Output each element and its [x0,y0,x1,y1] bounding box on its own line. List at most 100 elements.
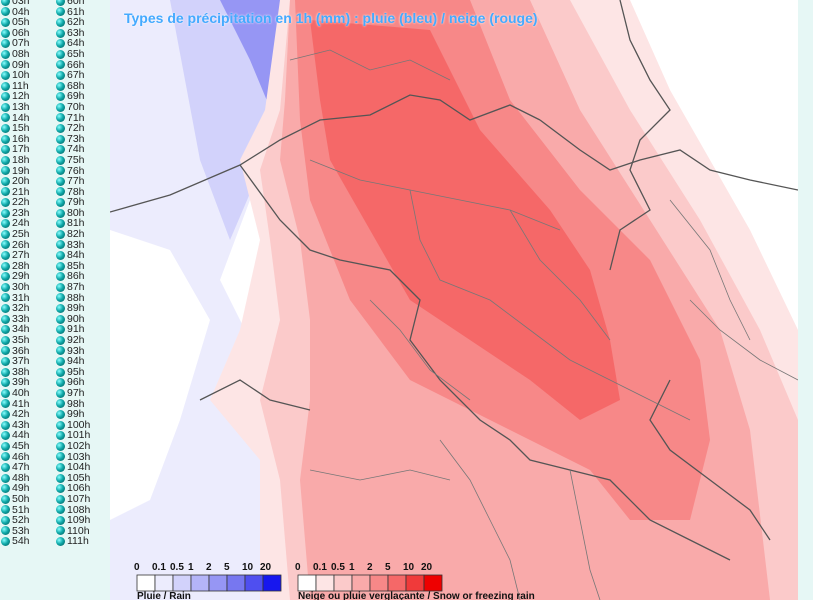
timestep-link[interactable]: 24h [0,218,55,229]
timestep-link[interactable]: 110h [55,526,110,537]
timestep-link[interactable]: 111h [55,536,110,547]
timestep-link[interactable]: 61h [55,6,110,18]
timestep-link[interactable]: 88h [55,293,110,304]
timestep-link[interactable]: 79h [55,197,110,208]
timestep-link[interactable]: 78h [55,187,110,198]
timestep-link[interactable]: 49h [0,483,55,494]
timestep-link[interactable]: 89h [55,303,110,314]
timestep-link[interactable]: 37h [0,356,55,367]
timestep-link[interactable]: 93h [55,345,110,357]
timestep-link[interactable]: 62h [55,17,110,28]
timestep-link[interactable]: 50h [0,494,55,505]
timestep-link[interactable]: 81h [55,218,110,229]
timestep-link[interactable]: 43h [0,420,55,431]
timestep-link[interactable]: 33h [0,314,55,325]
timestep-link[interactable]: 26h [0,240,55,251]
timestep-link[interactable]: 68h [55,81,110,92]
timestep-link[interactable]: 47h [0,462,55,473]
timestep-link[interactable]: 67h [55,70,110,81]
timestep-link[interactable]: 87h [55,282,110,293]
timestep-link[interactable]: 20h [0,176,55,187]
timestep-link[interactable]: 71h [55,112,110,124]
timestep-link[interactable]: 46h [0,451,55,463]
timestep-link[interactable]: 41h [0,398,55,410]
timestep-link[interactable]: 15h [0,123,55,134]
timestep-link[interactable]: 06h [0,28,55,39]
timestep-link[interactable]: 08h [0,49,55,60]
timestep-link[interactable]: 70h [55,102,110,113]
timestep-link[interactable]: 35h [0,335,55,346]
timestep-link[interactable]: 106h [55,483,110,494]
timestep-link[interactable]: 34h [0,324,55,335]
timestep-link[interactable]: 29h [0,271,55,282]
timestep-link[interactable]: 64h [55,38,110,49]
timestep-link[interactable]: 94h [55,356,110,367]
timestep-link[interactable]: 77h [55,176,110,187]
timestep-link[interactable]: 16h [0,134,55,145]
timestep-link[interactable]: 96h [55,377,110,388]
timestep-link[interactable]: 90h [55,314,110,325]
timestep-link[interactable]: 72h [55,123,110,134]
timestep-link[interactable]: 95h [55,367,110,378]
timestep-link[interactable]: 21h [0,187,55,198]
timestep-link[interactable]: 80h [55,208,110,219]
timestep-link[interactable]: 48h [0,473,55,484]
timestep-link[interactable]: 102h [55,441,110,452]
timestep-link[interactable]: 63h [55,28,110,39]
timestep-link[interactable]: 108h [55,504,110,516]
timestep-link[interactable]: 74h [55,144,110,155]
timestep-link[interactable]: 99h [55,409,110,420]
timestep-link[interactable]: 28h [0,261,55,272]
timestep-link[interactable]: 69h [55,91,110,102]
timestep-link[interactable]: 103h [55,451,110,463]
timestep-link[interactable]: 31h [0,293,55,304]
timestep-link[interactable]: 97h [55,388,110,399]
timestep-link[interactable]: 104h [55,462,110,473]
timestep-link[interactable]: 65h [55,49,110,60]
timestep-link[interactable]: 09h [0,59,55,71]
timestep-link[interactable]: 53h [0,526,55,537]
timestep-link[interactable]: 17h [0,144,55,155]
timestep-link[interactable]: 39h [0,377,55,388]
timestep-link[interactable]: 107h [55,494,110,505]
timestep-link[interactable]: 07h [0,38,55,49]
timestep-link[interactable]: 76h [55,165,110,177]
timestep-link[interactable]: 73h [55,134,110,145]
timestep-link[interactable]: 45h [0,441,55,452]
timestep-link[interactable]: 13h [0,102,55,113]
timestep-link[interactable]: 100h [55,420,110,431]
timestep-link[interactable]: 18h [0,155,55,166]
timestep-link[interactable]: 14h [0,112,55,124]
timestep-link[interactable]: 91h [55,324,110,335]
timestep-link[interactable]: 05h [0,17,55,28]
timestep-link[interactable]: 38h [0,367,55,378]
timestep-link[interactable]: 32h [0,303,55,314]
timestep-link[interactable]: 19h [0,165,55,177]
timestep-link[interactable]: 03h [0,0,55,7]
timestep-link[interactable]: 27h [0,250,55,261]
timestep-link[interactable]: 44h [0,430,55,441]
timestep-link[interactable]: 54h [0,536,55,547]
timestep-link[interactable]: 36h [0,345,55,357]
timestep-link[interactable]: 23h [0,208,55,219]
timestep-link[interactable]: 105h [55,473,110,484]
timestep-link[interactable]: 04h [0,6,55,18]
timestep-link[interactable]: 109h [55,515,110,526]
timestep-link[interactable]: 10h [0,70,55,81]
timestep-link[interactable]: 84h [55,250,110,261]
timestep-link[interactable]: 25h [0,229,55,240]
timestep-link[interactable]: 30h [0,282,55,293]
timestep-link[interactable]: 42h [0,409,55,420]
timestep-link[interactable]: 85h [55,261,110,272]
timestep-link[interactable]: 11h [0,81,55,92]
timestep-link[interactable]: 60h [55,0,110,7]
timestep-link[interactable]: 40h [0,388,55,399]
timestep-link[interactable]: 92h [55,335,110,346]
timestep-link[interactable]: 66h [55,59,110,71]
timestep-link[interactable]: 22h [0,197,55,208]
timestep-link[interactable]: 86h [55,271,110,282]
timestep-link[interactable]: 82h [55,229,110,240]
timestep-link[interactable]: 12h [0,91,55,102]
timestep-link[interactable]: 83h [55,240,110,251]
timestep-link[interactable]: 98h [55,398,110,410]
